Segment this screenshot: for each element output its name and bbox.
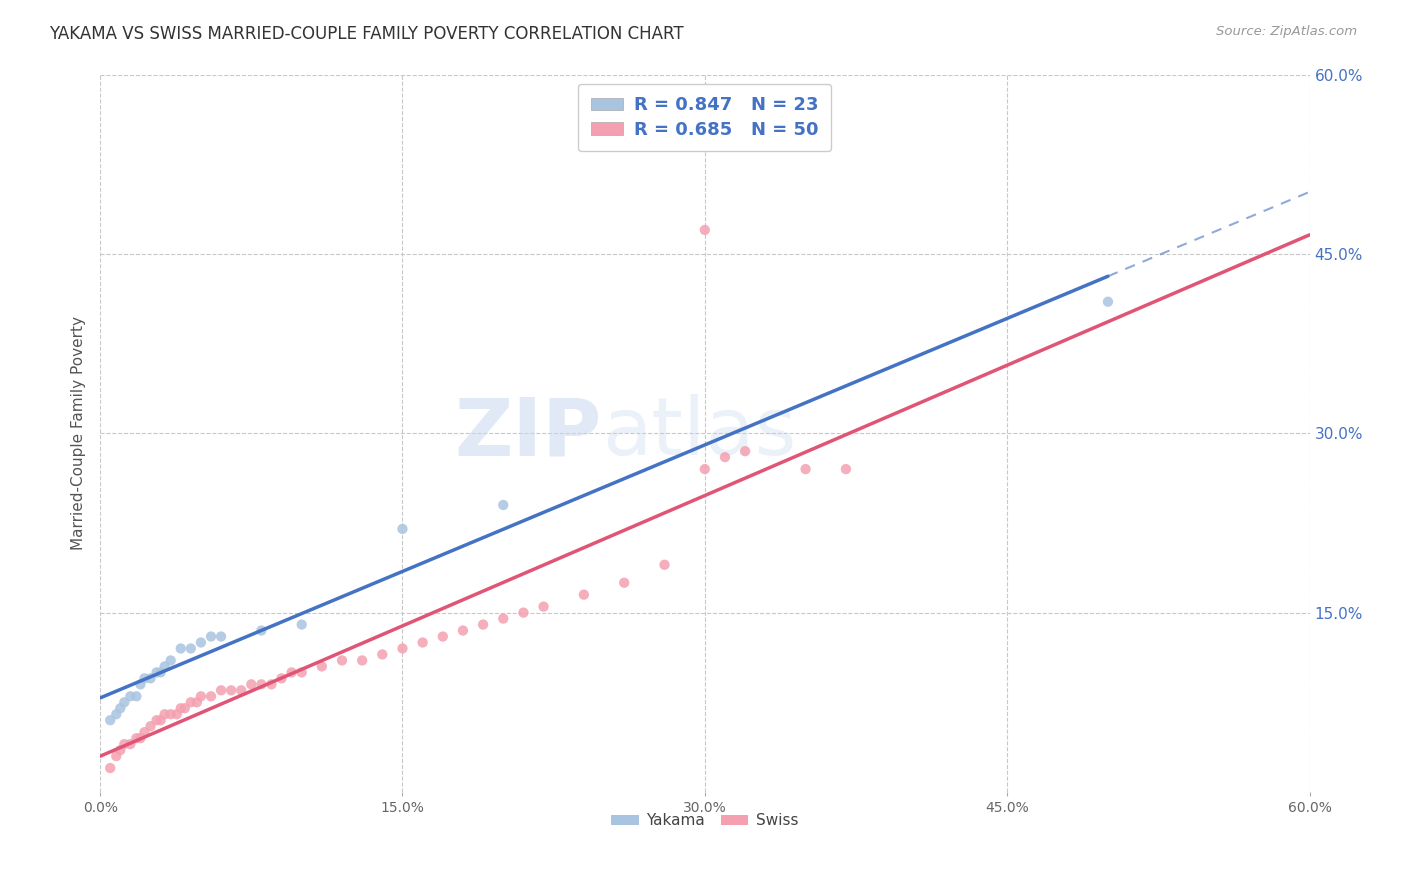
Point: [200, 630, 222, 644]
Point: [180, 641, 202, 656]
Point: [170, 641, 193, 656]
Point: [270, 671, 292, 685]
Legend: Yakama, Swiss: Yakama, Swiss: [606, 807, 804, 835]
Point: [145, 665, 167, 680]
Point: [110, 701, 132, 715]
Point: [231, 683, 253, 698]
Point: [291, 665, 314, 680]
Point: [219, 683, 242, 698]
Point: [794, 462, 817, 476]
Point: [139, 719, 162, 733]
Point: [98, 713, 121, 727]
Point: [693, 462, 716, 476]
Point: [190, 635, 212, 649]
Point: [734, 444, 756, 458]
Point: [98, 761, 121, 775]
Point: [110, 743, 132, 757]
Point: [186, 695, 208, 709]
Point: [512, 606, 534, 620]
Point: [173, 701, 195, 715]
Point: [170, 701, 193, 715]
Point: [149, 665, 172, 680]
Text: YAKAMA VS SWISS MARRIED-COUPLE FAMILY POVERTY CORRELATION CHART: YAKAMA VS SWISS MARRIED-COUPLE FAMILY PO…: [49, 25, 683, 43]
Point: [451, 624, 474, 638]
Point: [159, 653, 181, 667]
Point: [533, 599, 555, 614]
Point: [432, 630, 454, 644]
Point: [125, 690, 148, 704]
Point: [166, 707, 188, 722]
Text: Source: ZipAtlas.com: Source: ZipAtlas.com: [1216, 25, 1357, 38]
Point: [1097, 294, 1119, 309]
Point: [492, 498, 515, 512]
Point: [105, 749, 128, 764]
Point: [153, 707, 176, 722]
Point: [120, 737, 142, 751]
Point: [134, 671, 156, 685]
Point: [311, 659, 333, 673]
Point: [153, 659, 176, 673]
Point: [654, 558, 676, 572]
Point: [391, 641, 413, 656]
Point: [149, 713, 172, 727]
Point: [492, 611, 515, 625]
Point: [250, 624, 273, 638]
Point: [190, 690, 212, 704]
Point: [159, 707, 181, 722]
Point: [371, 648, 394, 662]
Point: [291, 617, 314, 632]
Point: [129, 677, 152, 691]
Point: [105, 707, 128, 722]
Point: [129, 731, 152, 746]
Point: [835, 462, 858, 476]
Point: [613, 575, 636, 590]
Point: [139, 671, 162, 685]
Point: [125, 731, 148, 746]
Point: [240, 677, 263, 691]
Point: [209, 630, 232, 644]
Point: [472, 617, 495, 632]
Point: [134, 725, 156, 739]
Point: [120, 690, 142, 704]
Point: [260, 677, 283, 691]
Text: atlas: atlas: [602, 394, 796, 472]
Point: [209, 683, 232, 698]
Point: [693, 223, 716, 237]
Point: [280, 665, 302, 680]
Y-axis label: Married-Couple Family Poverty: Married-Couple Family Poverty: [72, 317, 86, 550]
Point: [352, 653, 374, 667]
Point: [112, 695, 135, 709]
Point: [412, 635, 434, 649]
Point: [330, 653, 353, 667]
Point: [714, 450, 737, 465]
Text: ZIP: ZIP: [454, 394, 602, 472]
Point: [391, 522, 413, 536]
Point: [180, 695, 202, 709]
Point: [250, 677, 273, 691]
Point: [145, 713, 167, 727]
Point: [112, 737, 135, 751]
Point: [200, 690, 222, 704]
Point: [572, 588, 595, 602]
